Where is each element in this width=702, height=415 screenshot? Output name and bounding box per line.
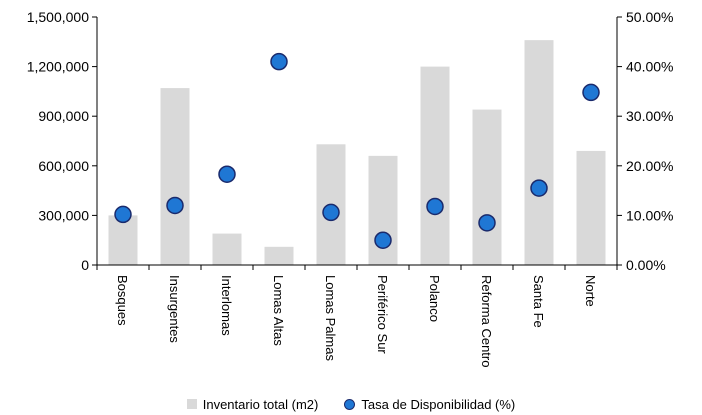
legend: Inventario total (m2) Tasa de Disponibil…: [0, 394, 702, 414]
bar-9: [524, 40, 554, 265]
dot-4: [270, 52, 288, 71]
dot-3: [218, 165, 236, 183]
bar-4: [264, 246, 294, 265]
left-axis-ticks: 0 300,000 600,000 900,000 1,200,000 1,500,000: [27, 9, 97, 273]
bar-10: [576, 150, 606, 265]
right-tick-label-3: 30.00%: [626, 108, 673, 124]
legend-label-dots: Tasa de Disponibilidad (%): [361, 396, 516, 412]
category-label-1: Bosques: [115, 275, 130, 326]
dot-2: [166, 196, 184, 215]
dot-7: [426, 197, 444, 216]
left-tick-label-4: 1,200,000: [27, 59, 89, 75]
scatter-series: [114, 52, 600, 249]
right-tick-label-4: 40.00%: [626, 59, 673, 75]
legend-item-dots: Tasa de Disponibilidad (%): [344, 397, 515, 412]
left-tick-label-0: 0: [81, 257, 89, 273]
dot-6: [374, 231, 392, 249]
legend-swatch-bar: [186, 399, 197, 409]
legend-swatch-dot: [344, 398, 356, 410]
right-axis-ticks: 0.00% 10.00% 20.00% 30.00% 40.00% 50.00%: [617, 9, 673, 273]
bar-2: [160, 88, 190, 266]
category-labels: Bosques Insurgentes Interlomas Lomas Altas L…: [115, 275, 598, 367]
axes: [96, 17, 618, 270]
dot-5: [322, 203, 340, 222]
legend-item-bars: Inventario total (m2): [186, 396, 319, 412]
right-tick-label-1: 10.00%: [626, 207, 673, 223]
bar-series: [108, 40, 606, 266]
category-label-2: Insurgentes: [167, 275, 182, 343]
category-label-10: Norte: [583, 275, 598, 307]
chart: 0 300,000 600,000 900,000 1,200,000 1,500,000…: [27, 9, 674, 367]
category-label-3: Interlomas: [219, 275, 234, 336]
right-tick-label-2: 20.00%: [626, 158, 673, 174]
bar-7: [420, 66, 450, 265]
category-label-4: Lomas Altas: [271, 275, 286, 346]
right-tick-label-5: 50.00%: [626, 9, 673, 25]
left-tick-label-5: 1,500,000: [27, 9, 89, 25]
category-label-8: Reforma Centro: [479, 275, 494, 367]
dot-8: [478, 214, 496, 232]
left-tick-label-3: 900,000: [38, 108, 89, 124]
dot-10: [582, 83, 600, 102]
bar-3: [212, 233, 242, 265]
bar-8: [472, 109, 502, 265]
category-label-9: Santa Fe: [531, 275, 546, 328]
category-label-5: Lomas Palmas: [323, 275, 338, 361]
bar-1: [108, 215, 138, 265]
legend-label-bars: Inventario total (m2): [202, 396, 319, 412]
left-tick-label-1: 300,000: [38, 207, 89, 223]
dot-9: [530, 179, 548, 197]
category-label-7: Polanco: [427, 275, 442, 322]
category-label-6: Periférico Sur: [375, 275, 390, 354]
dot-1: [114, 205, 132, 224]
left-tick-label-2: 600,000: [38, 158, 89, 174]
right-tick-label-0: 0.00%: [626, 257, 666, 273]
